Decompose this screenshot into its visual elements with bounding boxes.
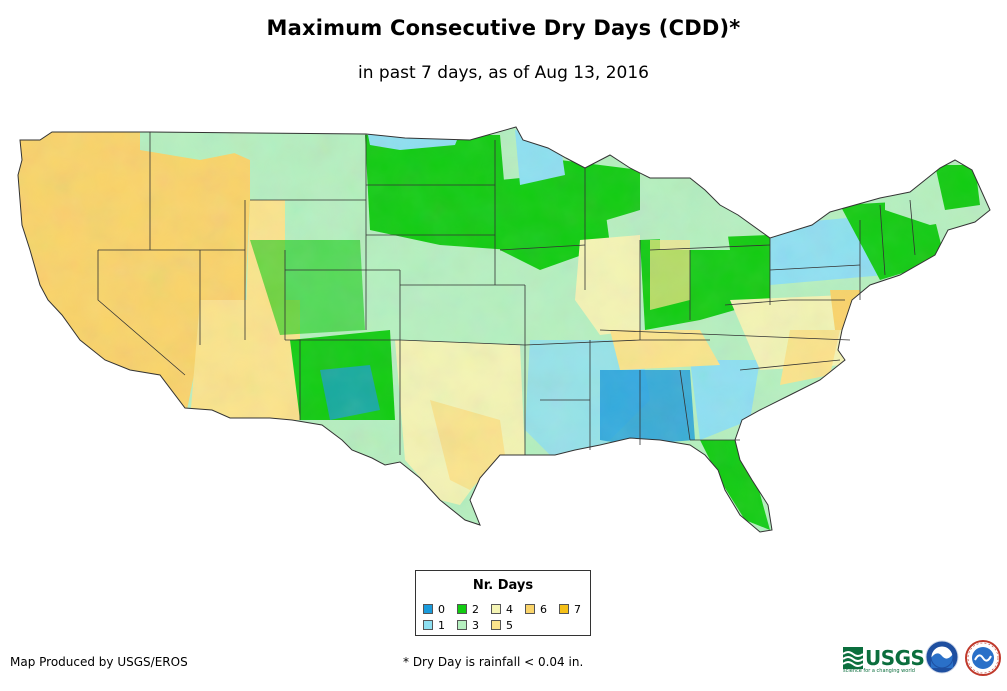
legend-swatch-3 <box>457 620 467 630</box>
usgs-wave-icon <box>843 647 863 669</box>
legend-swatch-1 <box>423 620 433 630</box>
state-borders <box>17 126 991 533</box>
legend-label-1: 1 <box>438 618 445 632</box>
legend: Nr. Days 0 1 2 3 4 5 6 <box>415 570 591 636</box>
legend-label-7: 7 <box>574 602 581 616</box>
map-title: Maximum Consecutive Dry Days (CDD)* <box>266 16 741 40</box>
us-map-svg <box>17 126 991 533</box>
usgs-logo: USGS <box>843 644 925 672</box>
legend-swatch-2 <box>457 604 467 614</box>
legend-item-2: 2 <box>457 602 479 616</box>
dry-day-note: * Dry Day is rainfall < 0.04 in. <box>403 655 584 669</box>
usgs-tagline: science for a changing world <box>843 668 915 674</box>
legend-swatch-6 <box>525 604 535 614</box>
legend-swatch-7 <box>559 604 569 614</box>
legend-label-2: 2 <box>472 602 479 616</box>
legend-swatch-0 <box>423 604 433 614</box>
legend-item-6: 6 <box>525 602 547 616</box>
map-texture <box>18 127 990 532</box>
nws-logo-icon <box>965 640 1001 676</box>
us-map <box>0 110 1007 550</box>
legend-item-3: 3 <box>457 618 479 632</box>
legend-title: Nr. Days <box>472 578 534 593</box>
legend-item-7: 7 <box>559 602 581 616</box>
legend-swatch-5 <box>491 620 501 630</box>
legend-label-5: 5 <box>506 618 513 632</box>
legend-label-4: 4 <box>506 602 513 616</box>
map-subtitle: in past 7 days, as of Aug 13, 2016 <box>358 63 649 83</box>
map-credit: Map Produced by USGS/EROS <box>10 655 188 669</box>
legend-grid: 0 1 2 3 4 5 6 7 <box>423 602 585 634</box>
legend-label-0: 0 <box>438 602 445 616</box>
legend-label-3: 3 <box>472 618 479 632</box>
legend-item-1: 1 <box>423 618 445 632</box>
legend-label-6: 6 <box>540 602 547 616</box>
legend-item-5: 5 <box>491 618 513 632</box>
usgs-text: USGS <box>865 646 925 670</box>
legend-item-4: 4 <box>491 602 513 616</box>
legend-swatch-4 <box>491 604 501 614</box>
noaa-logo-icon <box>925 640 959 674</box>
legend-item-0: 0 <box>423 602 445 616</box>
logos: USGS science for a changing world <box>843 638 1003 682</box>
